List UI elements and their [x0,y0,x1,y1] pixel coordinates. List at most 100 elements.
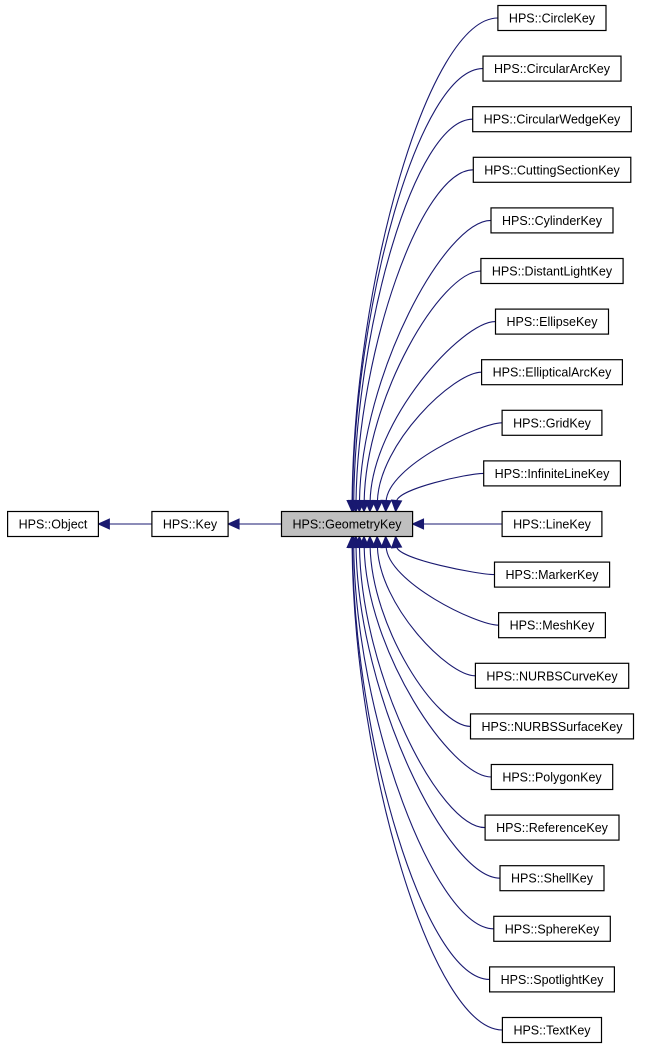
arrowhead [380,535,392,549]
arrowhead [390,499,403,513]
class-box [6,510,100,538]
class-label: HPS::SphereKey [505,922,600,936]
class-box [493,561,611,588]
class-label: HPS::CircleKey [509,12,596,26]
class-label: HPS::MeshKey [510,619,596,633]
nodes: HPS::Object HPS::Key HPS::GeometryKeyHPS::… [6,4,635,1044]
class-label: HPS::LineKey [513,518,592,532]
class-node-elliptical-arc-key[interactable]: HPS::EllipticalArcKey [481,359,624,386]
class-node-grid-key[interactable]: HPS::GridKey [501,409,603,436]
class-node-sphere-key[interactable]: HPS::SphereKey [493,915,611,942]
arrowhead [371,535,384,549]
arrowhead [97,518,110,530]
class-node-shell-key[interactable]: HPS::ShellKey [499,865,605,892]
class-box [280,510,414,538]
class-box [490,763,614,791]
inheritance-edge [385,422,503,502]
arrowhead [390,535,403,549]
inheritance-edge [395,546,495,576]
class-box [490,207,614,234]
class-node-infinite-line-key[interactable]: HPS::InfiniteLineKey [483,460,622,487]
class-box [474,662,630,689]
edges [97,17,503,1031]
class-box [501,1016,603,1044]
class-box [498,612,607,639]
inheritance-edge [351,17,498,502]
class-box [482,55,622,82]
class-box [494,308,610,335]
inheritance-edge [351,546,503,1031]
class-node-circular-wedge-key[interactable]: HPS::CircularWedgeKey [472,106,632,133]
class-box [469,713,635,740]
class-node-circular-arc-key[interactable]: HPS::CircularArcKey [482,55,622,82]
class-node-line-key[interactable]: HPS::LineKey [501,510,603,538]
inheritance-edge [355,169,474,502]
class-node-cylinder-key[interactable]: HPS::CylinderKey [490,207,614,234]
class-node-geometry-key[interactable]: HPS::GeometryKey [280,510,414,538]
class-label: HPS::InfiniteLineKey [495,467,610,481]
inheritance-edge [353,118,473,502]
class-node-distant-light-key[interactable]: HPS::DistantLightKey [480,257,624,285]
class-label: HPS::NURBSSurfaceKey [481,720,623,734]
class-label: HPS::ReferenceKey [496,821,609,835]
class-label: HPS::NURBSCurveKey [486,669,618,683]
class-label: HPS::SpotlightKey [501,973,605,987]
class-node-circle-key[interactable]: HPS::CircleKey [497,4,607,32]
inheritance-edge [351,68,484,502]
class-node-nurbscurve-key[interactable]: HPS::NURBSCurveKey [474,662,630,689]
class-label: HPS::Key [163,518,218,532]
inheritance-edge [353,546,494,930]
class-label: HPS::CuttingSectionKey [484,163,620,177]
inheritance-edge [395,472,484,502]
class-box [489,966,616,993]
inheritance-edge [363,546,492,778]
class-label: HPS::DistantLightKey [492,265,613,279]
inheritance-edge [351,546,490,980]
class-box [483,460,622,487]
inheritance-edge [385,546,499,626]
class-node-ellipse-key[interactable]: HPS::EllipseKey [494,308,610,335]
class-node-object[interactable]: HPS::Object [6,510,100,538]
class-node-polygon-key[interactable]: HPS::PolygonKey [490,763,614,791]
class-box [501,409,603,436]
inheritance-edge [369,321,496,502]
class-label: HPS::EllipseKey [506,315,598,329]
class-label: HPS::CircularWedgeKey [484,113,621,127]
class-node-nurbssurface-key[interactable]: HPS::NURBSSurfaceKey [469,713,635,740]
class-label: HPS::MarkerKey [505,568,599,582]
class-node-mesh-key[interactable]: HPS::MeshKey [498,612,607,639]
inheritance-edge [358,219,491,502]
class-label: HPS::CircularArcKey [494,62,611,76]
arrowhead [226,518,240,530]
inheritance-edge [369,546,471,727]
class-label: HPS::EllipticalArcKey [493,366,613,380]
class-node-reference-key[interactable]: HPS::ReferenceKey [484,814,620,841]
class-box [472,106,632,133]
class-node-spotlight-key[interactable]: HPS::SpotlightKey [489,966,616,993]
class-node-cutting-section-key[interactable]: HPS::CuttingSectionKey [472,156,632,183]
class-box [151,510,229,538]
class-label: HPS::Object [19,518,88,532]
class-node-text-key[interactable]: HPS::TextKey [501,1016,603,1044]
arrowhead [364,499,376,513]
class-box [472,156,632,183]
class-box [501,510,603,538]
class-box [480,257,624,285]
class-box [484,814,620,841]
inheritance-edge [358,546,486,829]
class-label: HPS::CylinderKey [502,214,603,228]
class-node-marker-key[interactable]: HPS::MarkerKey [493,561,611,588]
arrowhead [380,499,392,513]
class-box [481,359,624,386]
class-box [497,4,607,32]
class-label: HPS::PolygonKey [502,771,602,785]
class-label: HPS::GridKey [513,416,592,430]
class-node-key[interactable]: HPS::Key [151,510,229,538]
arrowhead [411,518,425,530]
inheritance-edge [376,546,476,677]
inheritance-edge [363,270,481,502]
class-box [499,865,605,892]
class-box [493,915,611,942]
inheritance-edge [376,371,482,502]
